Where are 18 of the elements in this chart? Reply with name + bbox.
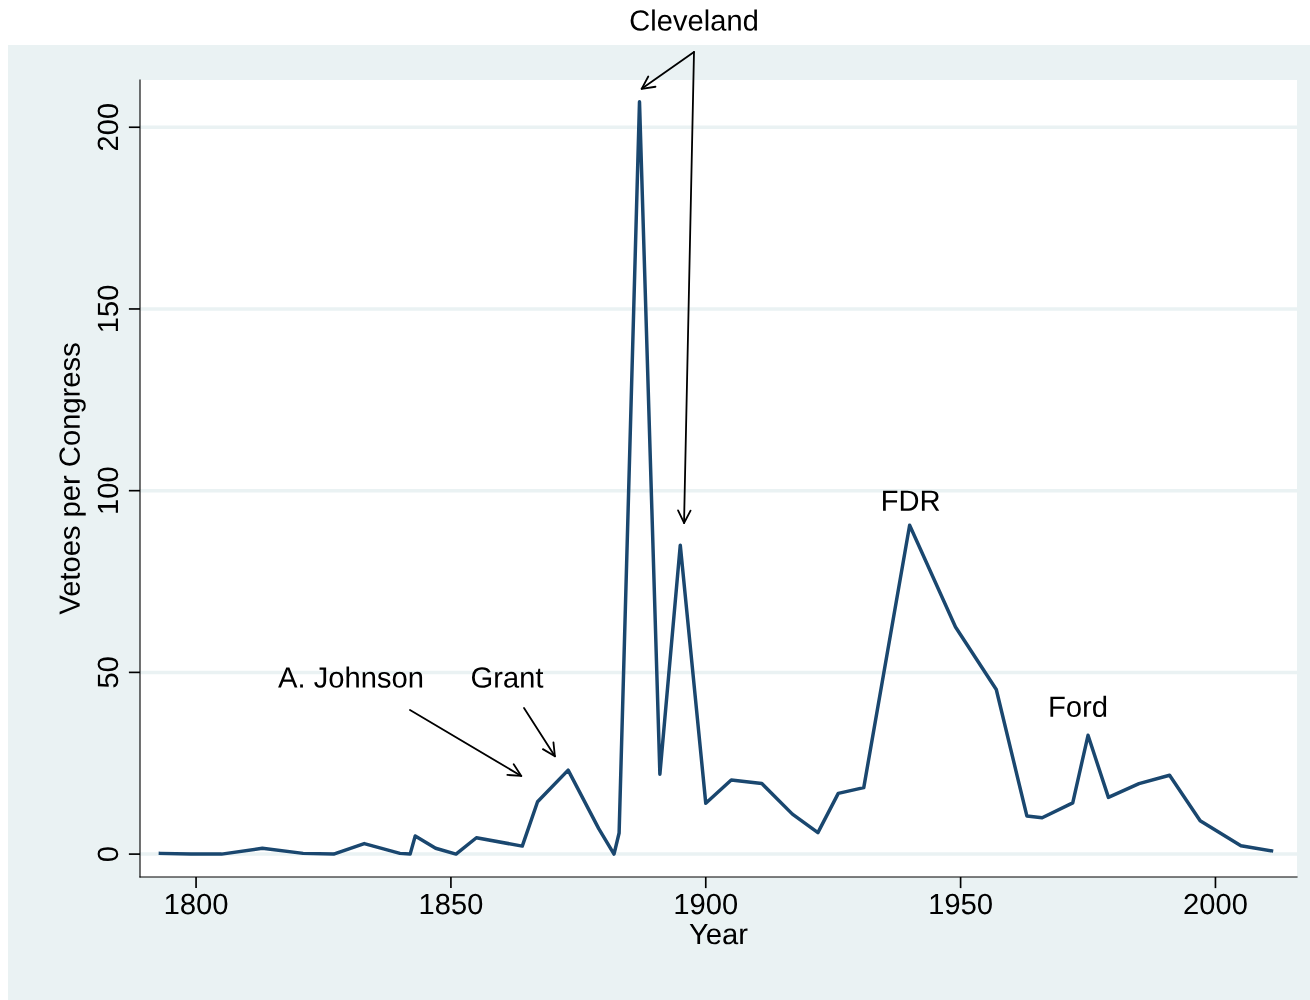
x-tick-label: 1950 bbox=[930, 893, 992, 915]
annotation: A. Johnson bbox=[278, 666, 423, 688]
text: Cleveland bbox=[630, 9, 757, 31]
y-tick-label: 200 bbox=[97, 104, 119, 151]
x-tick-label: 2000 bbox=[1184, 893, 1247, 915]
y-tick-label: 50 bbox=[97, 657, 119, 688]
y-axis-title: Vetoes per Congress bbox=[59, 343, 86, 615]
annotation: FDR bbox=[883, 490, 940, 511]
y-tick-label: 100 bbox=[97, 467, 119, 513]
annotation: Grant bbox=[472, 667, 544, 688]
y-tick-label: 150 bbox=[97, 285, 119, 332]
y-tick-label: 0 bbox=[97, 847, 119, 862]
annotation: Ford bbox=[1050, 695, 1107, 718]
x-axis-title: Year bbox=[689, 924, 748, 945]
x-tick-label: 1850 bbox=[420, 893, 483, 915]
x-tick-label: 1900 bbox=[675, 893, 738, 915]
x-tick-label: 1800 bbox=[165, 893, 228, 915]
line-series bbox=[158, 100, 1274, 856]
